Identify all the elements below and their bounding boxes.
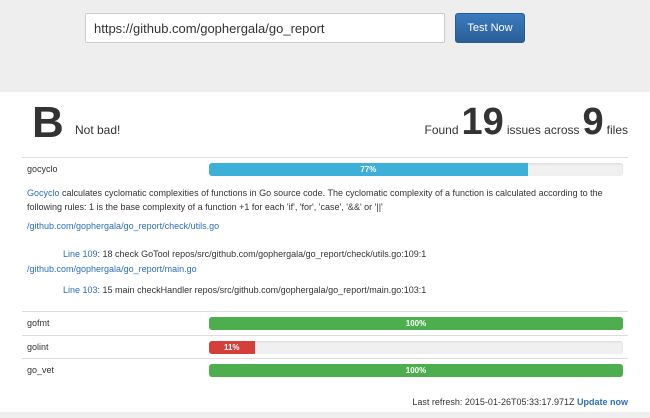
- test-now-button[interactable]: Test Now: [455, 13, 525, 43]
- found-label: Found: [424, 123, 459, 137]
- file-link[interactable]: /github.com/gophergala/go_report/check/u…: [27, 221, 220, 231]
- line-link[interactable]: Line 103: [63, 285, 98, 295]
- description-text: calculates cyclomatic complexities of fu…: [27, 188, 603, 212]
- progress-fill: 11%: [209, 341, 255, 354]
- check-name: gocyclo: [27, 164, 58, 174]
- check-row-golint[interactable]: golint 11%: [22, 335, 628, 357]
- issue-text: : 18 check GoTool repos/src/github.com/g…: [97, 249, 427, 259]
- progress-bar: 77%: [209, 163, 623, 176]
- progress-bar: 100%: [209, 317, 623, 330]
- line-link[interactable]: Line 109: [63, 249, 98, 259]
- progress-fill: 100%: [209, 317, 623, 330]
- grade-text: Not bad!: [75, 123, 121, 137]
- repo-url-input[interactable]: [85, 13, 445, 43]
- last-refresh-text: Last refresh: 2015-01-26T05:33:17.971Z: [412, 397, 577, 407]
- check-name: golint: [27, 342, 49, 352]
- issue-item: Line 103: 15 main checkHandler repos/src…: [63, 285, 426, 295]
- issues-summary: Found 19 issues across 9 files: [425, 100, 629, 144]
- files-label: files: [606, 123, 628, 137]
- check-name: go_vet: [27, 365, 55, 375]
- update-now-link[interactable]: Update now: [577, 397, 628, 407]
- issues-count: 19: [461, 101, 504, 143]
- check-description: Gocyclo calculates cyclomatic complexiti…: [27, 186, 627, 214]
- issue-text: : 15 main checkHandler repos/src/github.…: [97, 285, 427, 295]
- footer-bar: [0, 412, 650, 418]
- last-refresh: Last refresh: 2015-01-26T05:33:17.971Z U…: [412, 397, 628, 407]
- file-link[interactable]: /github.com/gophergala/go_report/main.go: [27, 264, 197, 274]
- check-name: gofmt: [27, 318, 50, 328]
- progress-fill: 100%: [209, 364, 623, 377]
- progress-bar: 11%: [209, 341, 623, 354]
- issues-label: issues across: [506, 123, 580, 137]
- check-row-gofmt[interactable]: gofmt 100%: [22, 311, 628, 333]
- files-count: 9: [582, 101, 604, 143]
- progress-bar: 100%: [209, 364, 623, 377]
- header: Test Now: [0, 0, 650, 92]
- gocyclo-link[interactable]: Gocyclo: [27, 188, 60, 198]
- check-row-go-vet[interactable]: go_vet 100%: [22, 358, 628, 380]
- issue-item: Line 109: 18 check GoTool repos/src/gith…: [63, 249, 426, 259]
- check-row-gocyclo[interactable]: gocyclo 77%: [22, 157, 628, 179]
- progress-fill: 77%: [209, 163, 528, 176]
- grade: B: [32, 98, 64, 147]
